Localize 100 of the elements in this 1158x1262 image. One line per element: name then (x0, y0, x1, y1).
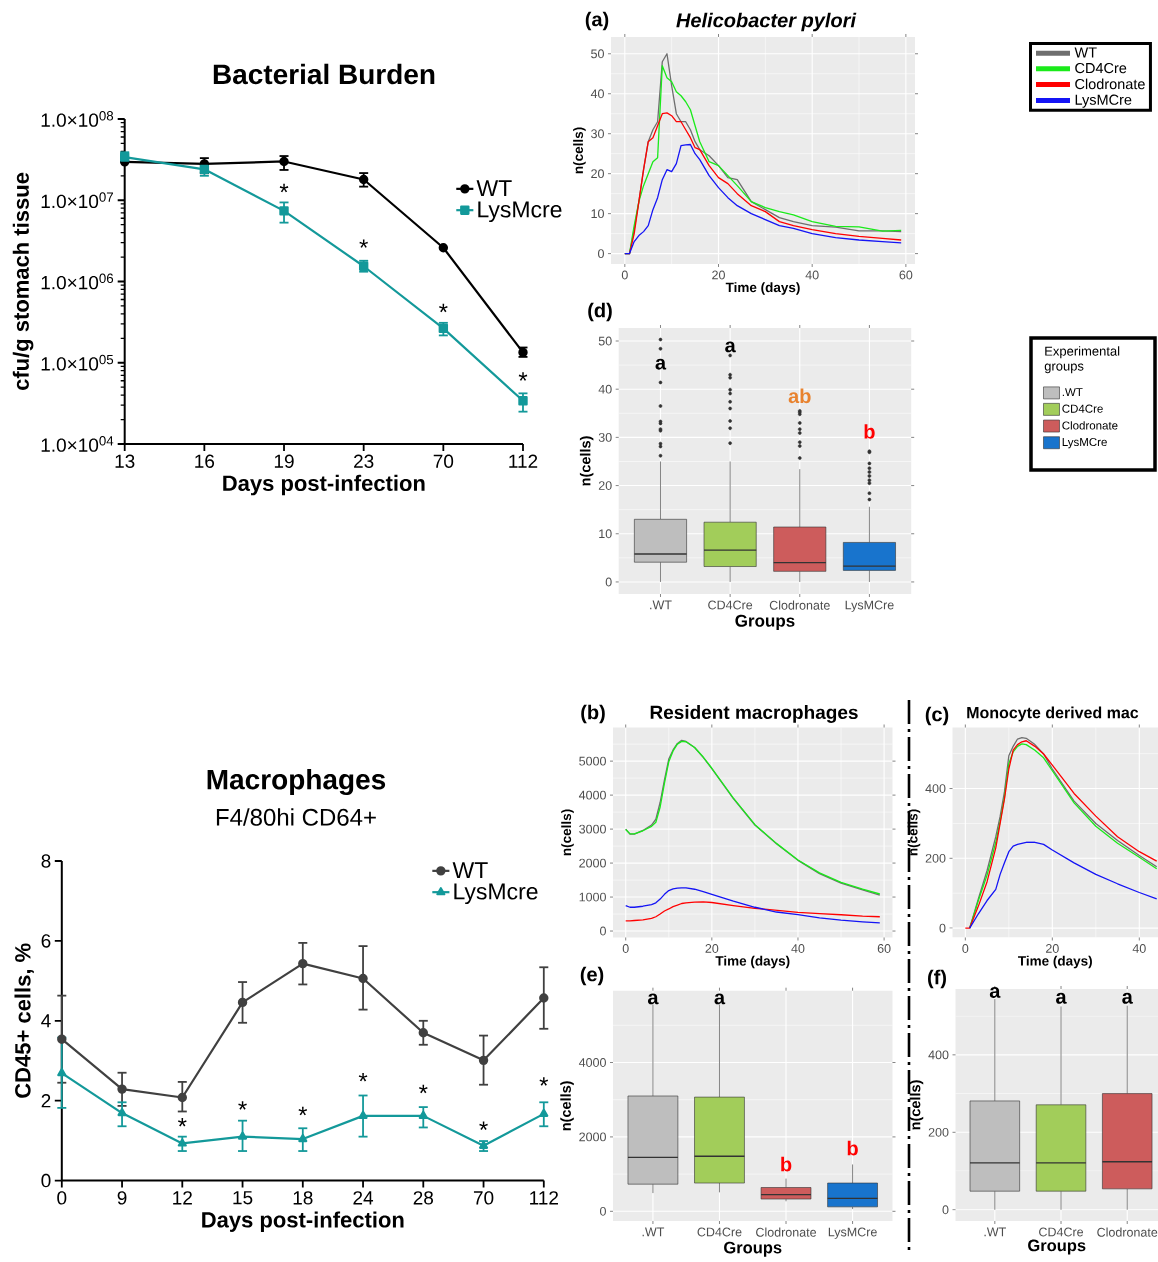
chart-subtitle: F4/80hi CD64+ (216, 808, 376, 826)
y-tick-label: 0 (939, 923, 946, 933)
x-tick-label: 12 (173, 1191, 192, 1205)
x-tick-label: .WT (650, 600, 672, 610)
chart-title: Monocyte derived mac (967, 706, 1139, 722)
x-tick-label: Clodronate (756, 1227, 817, 1237)
x-tick-label: 15 (233, 1191, 253, 1205)
x-tick-label: 60 (899, 270, 913, 280)
annotation: a (989, 987, 1001, 998)
x-tick-label: 0 (57, 1191, 67, 1205)
annotation: * (479, 1121, 488, 1130)
annotation: * (419, 1084, 428, 1094)
annotation: a (714, 993, 726, 1005)
x-tick-label: 20 (1045, 944, 1059, 953)
x-tick-label: 70 (473, 1191, 494, 1205)
y-tick-label: 1.0×10$^{06}$ (41, 273, 114, 290)
x-axis-title: Time (days) (715, 955, 790, 969)
x-tick-label: Clodronate (769, 600, 830, 610)
x-tick-label: 40 (1132, 944, 1146, 953)
x-tick-label: 28 (413, 1191, 434, 1205)
x-tick-label: CD4Cre (1039, 1227, 1084, 1237)
y-tick-label: 1.0×10$^{04}$ (41, 436, 114, 452)
chart-title: Helicobacter pylori (676, 12, 857, 32)
y-tick-label: 40 (590, 89, 604, 99)
text: (b) (581, 704, 605, 724)
annotation: * (298, 1106, 308, 1116)
y-tick-label: 40 (598, 384, 612, 394)
y-tick-label: 6 (41, 934, 51, 948)
y-tick-label: 30 (598, 432, 612, 442)
legend-label: CD4Cre (1075, 62, 1127, 74)
text: (c) (925, 706, 949, 726)
annotation: * (518, 372, 528, 381)
annotation: * (358, 1072, 368, 1082)
legend-label: WT (476, 180, 512, 197)
x-tick-label: 23 (354, 454, 374, 468)
x-tick-label: .WT (984, 1227, 1006, 1237)
x-tick-label: 0 (622, 944, 629, 953)
y-tick-label: 20 (591, 169, 604, 179)
legend-label: LysMcre (478, 201, 562, 223)
x-tick-label: LysMCre (845, 600, 894, 612)
y-tick-label: 0 (605, 577, 612, 587)
x-axis-title: Time (days) (725, 282, 800, 295)
x-axis-title: Groups (1028, 1239, 1086, 1255)
x-tick-label: 16 (195, 454, 215, 468)
y-tick-label: 20 (598, 481, 612, 490)
y-axis-title: cfu/g stomach tissue (12, 172, 34, 391)
x-tick-label: 60 (877, 944, 891, 953)
y-tick-label: 5000 (579, 756, 606, 766)
y-tick-label: 2 (41, 1094, 51, 1108)
y-tick-label: 3000 (579, 824, 606, 834)
y-tick-label: 10 (599, 529, 612, 539)
x-tick-label: 18 (293, 1191, 313, 1205)
annotation: * (439, 303, 448, 313)
annotation: * (238, 1101, 247, 1110)
y-axis-title: n(cells) (907, 809, 921, 856)
text: (e) (580, 966, 604, 986)
legend-label: .WT (1062, 388, 1083, 397)
x-tick-label: 0 (962, 944, 969, 953)
annotation: * (539, 1077, 549, 1086)
chart-title: Bacterial Burden (213, 63, 435, 85)
x-tick-label: 112 (509, 454, 538, 468)
annotation: a (725, 341, 736, 353)
y-tick-label: 50 (598, 336, 612, 346)
x-tick-label: 9 (117, 1191, 127, 1205)
text: (f) (928, 969, 946, 989)
y-tick-label: 0 (598, 249, 604, 259)
chart-title: Macrophages (207, 768, 386, 796)
annotation: b (864, 424, 875, 439)
y-tick-label: 10 (591, 209, 604, 219)
y-tick-label: 4000 (578, 1058, 606, 1067)
text: (d) (588, 302, 612, 322)
annotation: * (178, 1118, 187, 1127)
x-axis-title: Groups (724, 1241, 782, 1257)
x-tick-label: 40 (791, 944, 805, 953)
y-tick-label: 0 (600, 926, 606, 936)
y-tick-label: 2000 (579, 1132, 606, 1142)
legend-label: Clodronate (1075, 78, 1145, 90)
annotation: a (1056, 992, 1067, 1004)
annotation: * (279, 183, 289, 193)
y-tick-label: 2000 (579, 858, 606, 868)
legend-label: WT (1074, 47, 1097, 58)
x-tick-label: 40 (805, 270, 819, 280)
y-tick-label: 0 (942, 1205, 949, 1215)
annotation: a (647, 993, 659, 1005)
x-tick-label: CD4Cre (708, 600, 753, 610)
annotation: b (781, 1156, 792, 1172)
y-axis-title: n(cells) (909, 1080, 924, 1130)
y-tick-label: 1.0×10$^{07}$ (41, 192, 113, 209)
y-tick-label: 400 (928, 1050, 949, 1060)
y-axis-title: n(cells) (579, 436, 594, 486)
legend-label: LysMcre (454, 883, 538, 905)
x-tick-label: 0 (621, 270, 628, 280)
x-tick-label: 24 (353, 1191, 374, 1205)
y-axis-title: n(cells) (573, 127, 586, 174)
legend-title: Experimental groups (1044, 346, 1120, 374)
legend-label: LysMCre (1075, 94, 1132, 108)
y-tick-label: 400 (925, 784, 946, 793)
x-axis-title: Time (days) (1018, 955, 1092, 969)
y-tick-label: 200 (925, 853, 946, 863)
chart-title: Resident macrophages (650, 705, 858, 723)
